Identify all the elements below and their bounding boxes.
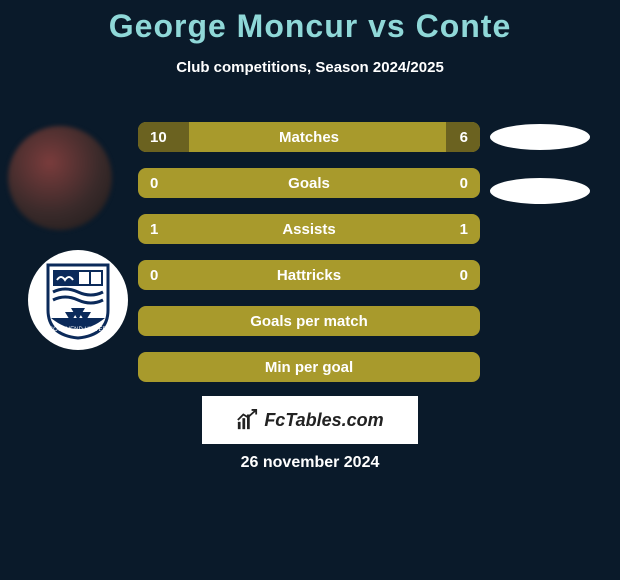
player1-avatar [8, 126, 112, 230]
stat-right-value: 0 [460, 267, 468, 284]
avatars-column: SOUTHEND UNITED [8, 126, 128, 350]
player2-ellipse [490, 178, 590, 204]
stat-row: 0Goals0 [138, 168, 480, 198]
brand-box: FcTables.com [202, 396, 418, 444]
page-title: George Moncur vs Conte [0, 0, 620, 45]
club-crest-icon: SOUTHEND UNITED [43, 260, 113, 340]
stat-label: Assists [138, 221, 480, 238]
player2-ellipse [490, 124, 590, 150]
stat-label: Goals per match [138, 313, 480, 330]
player2-avatar: SOUTHEND UNITED [28, 250, 128, 350]
ellipse-column [490, 124, 590, 232]
stat-label: Hattricks [138, 267, 480, 284]
stat-label: Matches [138, 129, 480, 146]
stat-label: Goals [138, 175, 480, 192]
stat-row: 0Hattricks0 [138, 260, 480, 290]
stat-row: Min per goal [138, 352, 480, 382]
svg-text:SOUTHEND UNITED: SOUTHEND UNITED [49, 327, 107, 333]
stat-right-value: 1 [460, 221, 468, 238]
stat-label: Min per goal [138, 359, 480, 376]
comparison-bars: 10Matches60Goals01Assists10Hattricks0Goa… [138, 122, 480, 398]
brand-text: FcTables.com [264, 410, 383, 431]
stat-row: 1Assists1 [138, 214, 480, 244]
date-label: 26 november 2024 [0, 454, 620, 472]
brand-icon [236, 409, 258, 431]
stat-right-value: 0 [460, 175, 468, 192]
stat-row: 10Matches6 [138, 122, 480, 152]
stat-right-value: 6 [460, 129, 468, 146]
subtitle: Club competitions, Season 2024/2025 [0, 59, 620, 76]
stat-row: Goals per match [138, 306, 480, 336]
